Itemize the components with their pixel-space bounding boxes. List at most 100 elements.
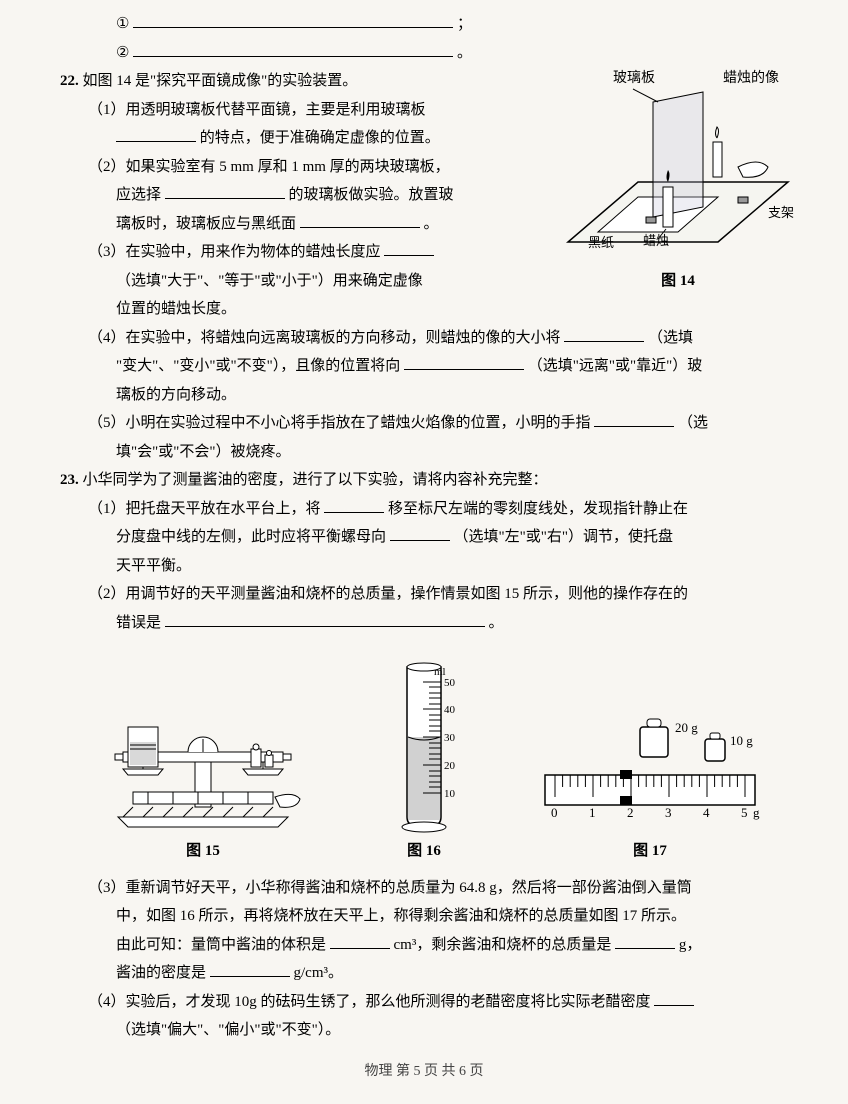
- blank-q23-2[interactable]: [165, 612, 485, 627]
- blank-q22-4b[interactable]: [404, 355, 524, 370]
- svg-text:g: g: [753, 805, 760, 820]
- svg-text:玻璃板: 玻璃板: [613, 69, 655, 86]
- svg-text:20 g: 20 g: [675, 720, 698, 735]
- text: 移至标尺左端的零刻度线处，发现指针静止在: [388, 501, 688, 517]
- text: cm³，剩余酱油和烧杯的总质量是: [394, 937, 612, 953]
- figure-15: 图 15: [93, 697, 313, 866]
- text: （选填"大于"、"等于"或"小于"）用来确定虚像: [116, 273, 423, 289]
- text: （3）在实验中，用来作为物体的蜡烛长度应: [88, 244, 381, 260]
- svg-text:支架: 支架: [768, 205, 794, 220]
- text: （4）实验后，才发现 10g 的砝码生锈了，那么他所测得的老醋密度将比实际老醋密…: [88, 994, 651, 1010]
- text: （3）重新调节好天平，小华称得酱油和烧杯的总质量为 64.8 g，然后将一部份酱…: [88, 880, 692, 896]
- page-footer: 物理 第 5 页 共 6 页: [0, 1059, 848, 1086]
- svg-text:10: 10: [444, 788, 456, 800]
- q23-p2: （2）用调节好的天平测量酱油和烧杯的总质量，操作情景如图 15 所示，则他的操作…: [60, 580, 798, 609]
- text: 。: [424, 216, 439, 232]
- text: 分度盘中线的左侧，此时应将平衡螺母向: [116, 529, 386, 545]
- figure-16-label: 图 16: [379, 837, 469, 866]
- blank-q22-2b[interactable]: [300, 213, 420, 228]
- figure-14-label: 图 14: [558, 267, 798, 296]
- figure-17: 20 g 10 g: [535, 697, 765, 866]
- blank-q22-2a[interactable]: [165, 184, 285, 199]
- blank-q23-3c[interactable]: [210, 962, 290, 977]
- text: 错误是: [116, 615, 161, 631]
- blank-line-2: ② 。: [60, 39, 798, 68]
- figure-16: ml 50 40 30 20 10 图 16: [379, 657, 469, 866]
- text: （选: [678, 415, 708, 431]
- blank-q23-4[interactable]: [654, 991, 694, 1006]
- svg-text:10 g: 10 g: [730, 733, 753, 748]
- text: （1）把托盘天平放在水平台上，将: [88, 501, 321, 517]
- text: （5）小明在实验过程中不小心将手指放在了蜡烛火焰像的位置，小明的手指: [88, 415, 591, 431]
- circled-2: ②: [116, 45, 129, 61]
- q22-num: 22.: [60, 73, 79, 89]
- blank-q23-1a[interactable]: [324, 498, 384, 513]
- figure-15-svg: [93, 697, 313, 837]
- q23-p3: （3）重新调节好天平，小华称得酱油和烧杯的总质量为 64.8 g，然后将一部份酱…: [60, 874, 798, 903]
- text: （2）用调节好的天平测量酱油和烧杯的总质量，操作情景如图 15 所示，则他的操作…: [88, 586, 688, 602]
- q23-stem: 小华同学为了测量酱油的密度，进行了以下实验，请将内容补充完整：: [83, 472, 548, 488]
- svg-text:40: 40: [444, 704, 456, 716]
- svg-text:30: 30: [444, 732, 456, 744]
- svg-text:蜡烛的像: 蜡烛的像: [723, 70, 779, 86]
- svg-text:50: 50: [444, 677, 456, 689]
- text: 的玻璃板做实验。放置玻: [289, 187, 454, 203]
- text: 。: [489, 615, 504, 631]
- text: g/cm³。: [294, 965, 344, 981]
- q23-p4: （4）实验后，才发现 10g 的砝码生锈了，那么他所测得的老醋密度将比实际老醋密…: [60, 988, 798, 1017]
- blank-q23-3a[interactable]: [330, 934, 390, 949]
- text: （4）在实验中，将蜡烛向远离玻璃板的方向移动，则蜡烛的像的大小将: [88, 330, 561, 346]
- blank-q23-3b[interactable]: [615, 934, 675, 949]
- figure-14-svg: 玻璃板 蜡烛的像 黑纸 蜡烛 支架: [558, 67, 798, 267]
- text: 应选择: [116, 187, 161, 203]
- svg-text:蜡烛: 蜡烛: [643, 233, 669, 248]
- period: 。: [457, 45, 472, 61]
- blank-2[interactable]: [133, 42, 453, 57]
- text: 天平平衡。: [116, 558, 191, 574]
- question-23: 23. 小华同学为了测量酱油的密度，进行了以下实验，请将内容补充完整： （1）把…: [60, 466, 798, 1045]
- q23-num: 23.: [60, 472, 79, 488]
- question-22: 玻璃板 蜡烛的像 黑纸 蜡烛 支架 图 14: [60, 67, 798, 466]
- blank-q22-5[interactable]: [594, 412, 674, 427]
- text: 璃板的方向移动。: [116, 387, 236, 403]
- text: （选填"左"或"右"）调节，使托盘: [454, 529, 674, 545]
- svg-text:5: 5: [741, 805, 748, 820]
- text: 酱油的密度是: [116, 965, 206, 981]
- figure-14: 玻璃板 蜡烛的像 黑纸 蜡烛 支架 图 14: [558, 67, 798, 296]
- text: "变大"、"变小"或"不变"），且像的位置将向: [116, 358, 400, 374]
- text: （1）用透明玻璃板代替平面镜，主要是利用玻璃板: [88, 102, 426, 118]
- figure-15-label: 图 15: [93, 837, 313, 866]
- q22-p5: （5）小明在实验过程中不小心将手指放在了蜡烛火焰像的位置，小明的手指 （选: [60, 409, 798, 438]
- text: （2）如果实验室有 5 mm 厚和 1 mm 厚的两块玻璃板，: [88, 159, 450, 175]
- text: 位置的蜡烛长度。: [116, 301, 236, 317]
- text: 填"会"或"不会"）被烧疼。: [116, 444, 291, 460]
- text: 的特点，便于准确确定虚像的位置。: [200, 130, 440, 146]
- figure-17-label: 图 17: [535, 837, 765, 866]
- blank-1[interactable]: [133, 13, 453, 28]
- blank-line-1: ① ；: [60, 10, 798, 39]
- text: （选填: [648, 330, 693, 346]
- svg-text:20: 20: [444, 760, 456, 772]
- text: 由此可知：量筒中酱油的体积是: [116, 937, 326, 953]
- svg-text:4: 4: [703, 805, 710, 820]
- svg-text:2: 2: [627, 805, 634, 820]
- circled-1: ①: [116, 16, 129, 32]
- blank-q22-3[interactable]: [384, 241, 434, 256]
- svg-text:黑纸: 黑纸: [588, 235, 614, 250]
- semicolon: ；: [457, 16, 472, 32]
- text: （选填"远离"或"靠近"）玻: [528, 358, 703, 374]
- text: （选填"偏大"、"偏小"或"不变"）。: [116, 1022, 340, 1038]
- svg-text:0: 0: [551, 805, 558, 820]
- blank-q22-1[interactable]: [116, 127, 196, 142]
- blank-q22-4a[interactable]: [564, 327, 644, 342]
- q22-p4: （4）在实验中，将蜡烛向远离玻璃板的方向移动，则蜡烛的像的大小将 （选填: [60, 324, 798, 353]
- figure-17-svg: 20 g 10 g: [535, 697, 765, 837]
- q22-stem: 如图 14 是"探究平面镜成像"的实验装置。: [83, 73, 358, 89]
- figure-16-svg: ml 50 40 30 20 10: [379, 657, 469, 837]
- text: 璃板时，玻璃板应与黑纸面: [116, 216, 296, 232]
- svg-text:3: 3: [665, 805, 672, 820]
- svg-text:1: 1: [589, 805, 596, 820]
- text: g，: [679, 937, 702, 953]
- blank-q23-1b[interactable]: [390, 526, 450, 541]
- figures-row: 图 15 ml 50 40 30 20 10: [60, 657, 798, 866]
